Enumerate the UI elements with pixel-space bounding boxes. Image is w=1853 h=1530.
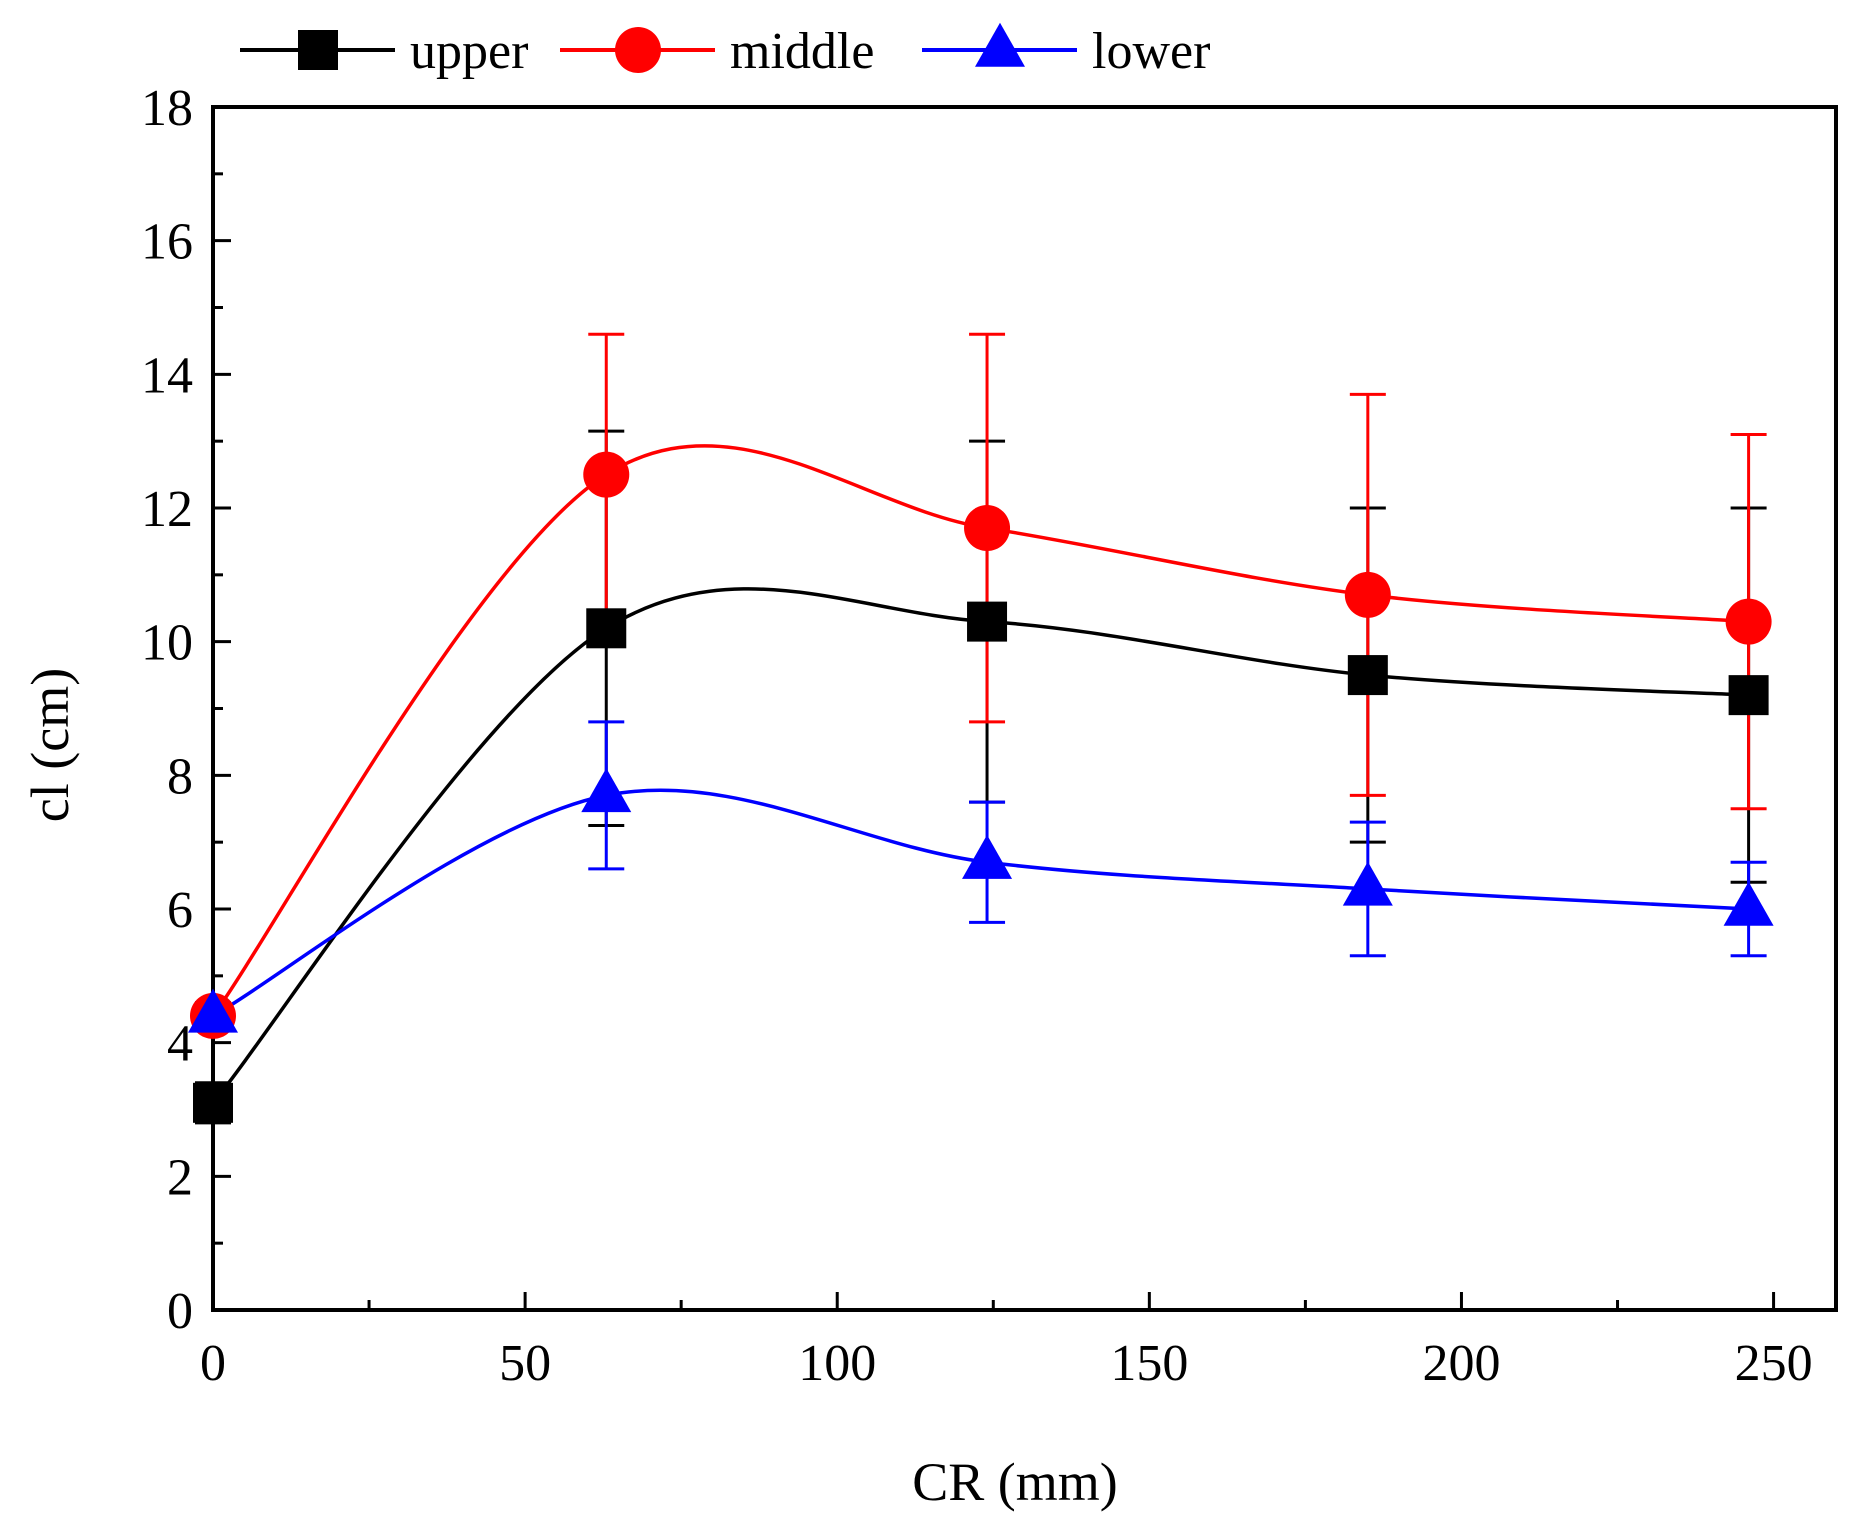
legend: upper middle lower bbox=[240, 22, 1210, 80]
data-point-upper bbox=[1728, 675, 1769, 716]
data-point-lower bbox=[1723, 881, 1774, 926]
series-line-lower bbox=[212, 788, 1749, 1018]
data-point-middle bbox=[964, 505, 1011, 552]
x-tick-label: 50 bbox=[499, 1335, 551, 1392]
legend-label-lower: lower bbox=[1092, 23, 1210, 80]
y-tick-label: 8 bbox=[167, 748, 193, 805]
data-point-lower bbox=[581, 768, 632, 813]
y-tick-label: 6 bbox=[167, 882, 193, 939]
legend-marker-lower bbox=[975, 22, 1025, 67]
x-tick-label: 250 bbox=[1735, 1335, 1813, 1392]
legend-label-upper: upper bbox=[410, 23, 528, 80]
data-point-upper bbox=[193, 1082, 233, 1123]
y-tick-label: 12 bbox=[141, 481, 193, 538]
data-point-middle bbox=[1725, 598, 1772, 645]
data-point-middle bbox=[1344, 571, 1391, 618]
series-line-middle bbox=[211, 444, 1749, 1017]
x-tick-label: 200 bbox=[1422, 1335, 1500, 1392]
data-point-upper bbox=[586, 608, 627, 649]
y-tick-label: 2 bbox=[167, 1149, 193, 1206]
series-markers bbox=[188, 451, 1774, 1123]
axis-ticks: 0 50 100 150 200 250 0 2 4 6 8 10 12 14 16 18 bbox=[141, 80, 1813, 1392]
y-tick-label: 10 bbox=[141, 615, 193, 672]
y-tick-label: 18 bbox=[141, 80, 193, 137]
series-line-upper bbox=[211, 587, 1749, 1104]
plot-frame-rect bbox=[211, 105, 1838, 1312]
y-tick-label: 14 bbox=[141, 347, 193, 404]
legend-label-middle: middle bbox=[730, 23, 874, 80]
legend-marker-upper bbox=[298, 30, 338, 70]
x-axis-title: CR (mm) bbox=[912, 1452, 1118, 1512]
data-point-middle bbox=[583, 451, 630, 498]
data-point-lower bbox=[962, 834, 1013, 879]
y-axis-title: cl (cm) bbox=[20, 668, 80, 822]
data-point-lower bbox=[1342, 861, 1393, 906]
plot-frame bbox=[211, 105, 1838, 1312]
error-bars bbox=[195, 332, 1767, 1125]
x-tick-label: 0 bbox=[200, 1335, 226, 1392]
y-tick-label: 4 bbox=[167, 1016, 193, 1073]
data-point-upper bbox=[1347, 655, 1388, 696]
legend-marker-middle bbox=[615, 27, 661, 73]
x-tick-label: 100 bbox=[798, 1335, 876, 1392]
x-tick-label: 150 bbox=[1110, 1335, 1188, 1392]
data-point-upper bbox=[967, 601, 1008, 642]
y-tick-label: 16 bbox=[141, 214, 193, 271]
data-point-lower bbox=[188, 988, 238, 1033]
y-tick-label: 0 bbox=[167, 1283, 193, 1340]
